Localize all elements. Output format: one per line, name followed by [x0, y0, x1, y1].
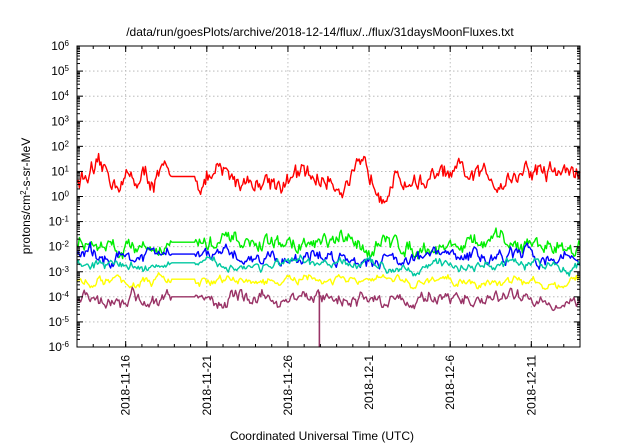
series-line-1 [76, 152, 581, 205]
y-tick-label: 100 [51, 189, 69, 204]
y-tick-label: 10-3 [49, 264, 70, 279]
grid [77, 46, 580, 347]
chart-title: /data/run/goesPlots/archive/2018-12-14/f… [126, 25, 514, 39]
y-tick-label: 10-4 [49, 289, 70, 304]
y-tick-label: 103 [51, 114, 69, 129]
series-line-2 [76, 227, 581, 260]
x-tick-label: 2018-11-26 [281, 355, 295, 416]
y-axis: 10-6 10-5 10-4 10-3 10-2 10-1 100 101 102 103 104 1… [49, 39, 580, 355]
x-tick-label: 2018-11-21 [200, 355, 214, 416]
x-axis: 2018-11-16 2018-11-21 2018-11-26 2018-12-1 2… [76, 46, 581, 416]
y-axis-label: protons/cm2-s-sr-MeV [19, 138, 34, 254]
x-tick-label: 2018-12-11 [524, 355, 538, 416]
series-line-5 [76, 272, 581, 290]
y-tick-label: 101 [51, 164, 69, 179]
y-tick-label: 10-1 [49, 214, 70, 229]
y-tick-label: 102 [51, 139, 69, 154]
x-tick-label: 2018-12-6 [443, 355, 457, 410]
y-tick-label: 10-2 [49, 239, 70, 254]
y-tick-label: 10-6 [49, 340, 70, 355]
y-tick-label: 105 [51, 64, 69, 79]
y-tick-label: 106 [51, 39, 69, 54]
y-tick-label: 104 [51, 89, 69, 104]
plot-frame [76, 45, 581, 348]
series-line-4 [76, 254, 581, 277]
x-tick-label: 2018-12-1 [362, 355, 376, 410]
y-tick-label: 10-5 [49, 314, 70, 329]
series-line-6 [76, 286, 581, 312]
x-axis-label: Coordinated Universal Time (UTC) [230, 429, 414, 443]
series-layer [76, 152, 581, 347]
series-line-3 [76, 241, 581, 270]
x-tick-label: 2018-11-16 [119, 355, 133, 416]
